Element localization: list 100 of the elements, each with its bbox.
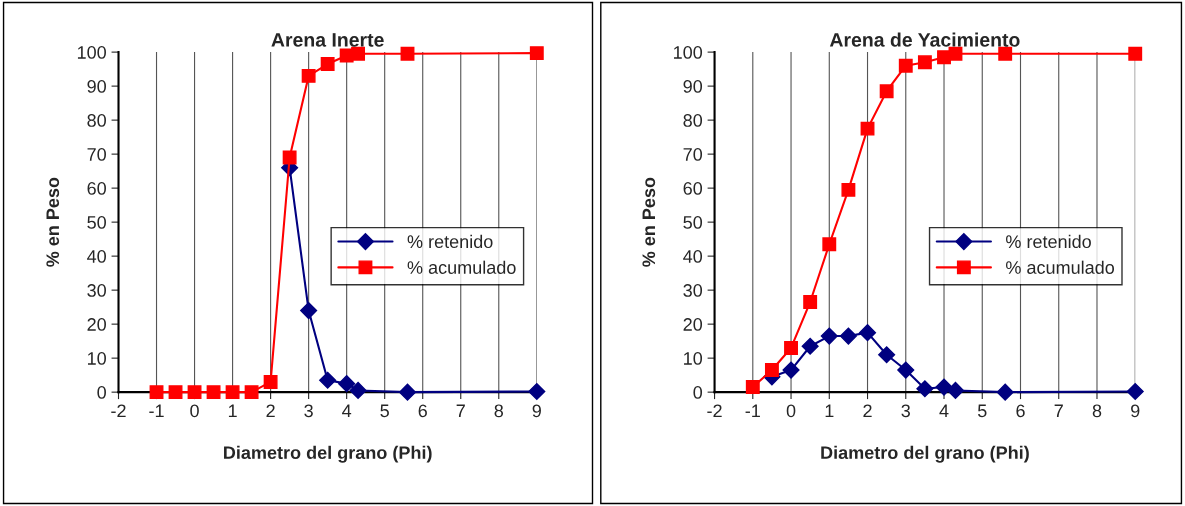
point	[820, 327, 838, 345]
point	[860, 121, 875, 136]
point	[319, 371, 337, 389]
point	[917, 55, 932, 70]
point	[168, 385, 183, 400]
x-tick-label: 3	[304, 404, 313, 418]
point	[782, 361, 800, 379]
point	[998, 46, 1013, 61]
x-tick-label: 2	[266, 404, 275, 418]
y-tick-label: 30	[683, 284, 703, 297]
y-tick-label: 80	[87, 114, 106, 127]
x-tick-label: 6	[1016, 404, 1025, 418]
chart-title: Arena de Yacimiento	[829, 32, 1020, 47]
point	[320, 57, 335, 71]
point	[187, 385, 202, 400]
x-axis-title: Diametro del grano (Phi)	[821, 445, 1029, 463]
y-tick-label: 0	[693, 386, 703, 399]
x-tick-label: 4	[939, 404, 949, 418]
x-tick-label: 2	[863, 404, 872, 418]
y-tick-label: 0	[97, 386, 106, 399]
point	[301, 68, 316, 83]
y-tick-label: 60	[87, 182, 106, 195]
legend-label: % retenido	[407, 234, 493, 249]
x-tick-label: 6	[418, 404, 427, 418]
y-tick-label: 80	[683, 114, 703, 127]
point	[937, 50, 951, 65]
x-tick-label: -2	[111, 404, 126, 418]
y-tick-label: 90	[683, 80, 703, 93]
point	[879, 84, 894, 99]
y-tick-label: 100	[674, 46, 703, 59]
point	[897, 361, 915, 379]
x-tick-label: 9	[1131, 404, 1140, 418]
x-tick-label: 9	[532, 404, 541, 418]
point	[948, 46, 963, 61]
point	[1126, 382, 1144, 401]
y-tick-label: 30	[87, 284, 106, 297]
y-tick-label: 20	[683, 318, 703, 331]
x-tick-label: 7	[456, 404, 465, 418]
point	[916, 380, 934, 398]
point	[822, 237, 837, 252]
x-tick-label: 0	[190, 404, 199, 418]
x-tick-label: 5	[380, 404, 389, 418]
x-axis-title: Diametro del grano (Phi)	[224, 445, 432, 463]
point	[745, 380, 760, 394]
point	[338, 375, 356, 393]
y-tick-label: 60	[683, 182, 703, 195]
chart-title: Arena Inerte	[271, 33, 384, 47]
point	[946, 381, 965, 400]
y-tick-label: 10	[87, 352, 106, 365]
x-tick-label: 7	[1054, 404, 1063, 418]
point	[803, 295, 818, 309]
y-tick-label: 20	[87, 318, 106, 331]
legend-label: % acumulado	[407, 260, 516, 274]
x-tick-label: 5	[977, 404, 987, 418]
point	[764, 363, 779, 377]
point	[225, 385, 240, 400]
x-tick-label: 1	[825, 404, 834, 418]
point	[244, 385, 259, 400]
x-tick-label: 8	[494, 404, 504, 418]
y-tick-label: 10	[684, 352, 703, 365]
legend-label: % acumulado	[1006, 260, 1115, 274]
y-axis-title: % en Peso	[46, 177, 60, 267]
point	[529, 46, 544, 61]
point	[841, 182, 856, 197]
x-tick-label: -2	[707, 404, 722, 418]
x-tick-label: 3	[901, 404, 910, 418]
point	[528, 382, 546, 401]
point	[300, 301, 318, 320]
x-tick-label: -1	[149, 404, 164, 418]
point	[858, 324, 877, 342]
y-tick-label: 100	[77, 46, 106, 59]
point	[349, 381, 367, 400]
point	[206, 385, 221, 400]
point	[898, 58, 913, 73]
y-tick-label: 40	[683, 250, 703, 263]
x-tick-label: 1	[228, 404, 237, 418]
x-tick-label: 4	[342, 404, 352, 418]
point	[878, 346, 896, 364]
point	[801, 337, 819, 355]
point	[996, 383, 1014, 401]
point	[1128, 46, 1143, 61]
y-tick-label: 40	[87, 250, 106, 263]
y-tick-label: 50	[683, 216, 703, 229]
point	[263, 375, 278, 389]
x-tick-label: 8	[1092, 404, 1102, 418]
y-tick-label: 90	[87, 80, 106, 93]
point	[400, 46, 415, 61]
x-tick-label: -1	[745, 404, 760, 418]
y-tick-label: 70	[683, 148, 703, 161]
point	[839, 327, 857, 345]
point	[282, 150, 297, 165]
x-tick-label: 0	[786, 404, 796, 418]
point	[784, 341, 798, 355]
y-tick-label: 50	[87, 216, 106, 229]
point	[398, 383, 417, 401]
y-tick-label: 70	[87, 148, 106, 161]
point	[149, 385, 164, 400]
legend-label: % retenido	[1006, 234, 1091, 249]
point	[351, 46, 366, 61]
y-axis-title: % en Peso	[642, 177, 656, 267]
